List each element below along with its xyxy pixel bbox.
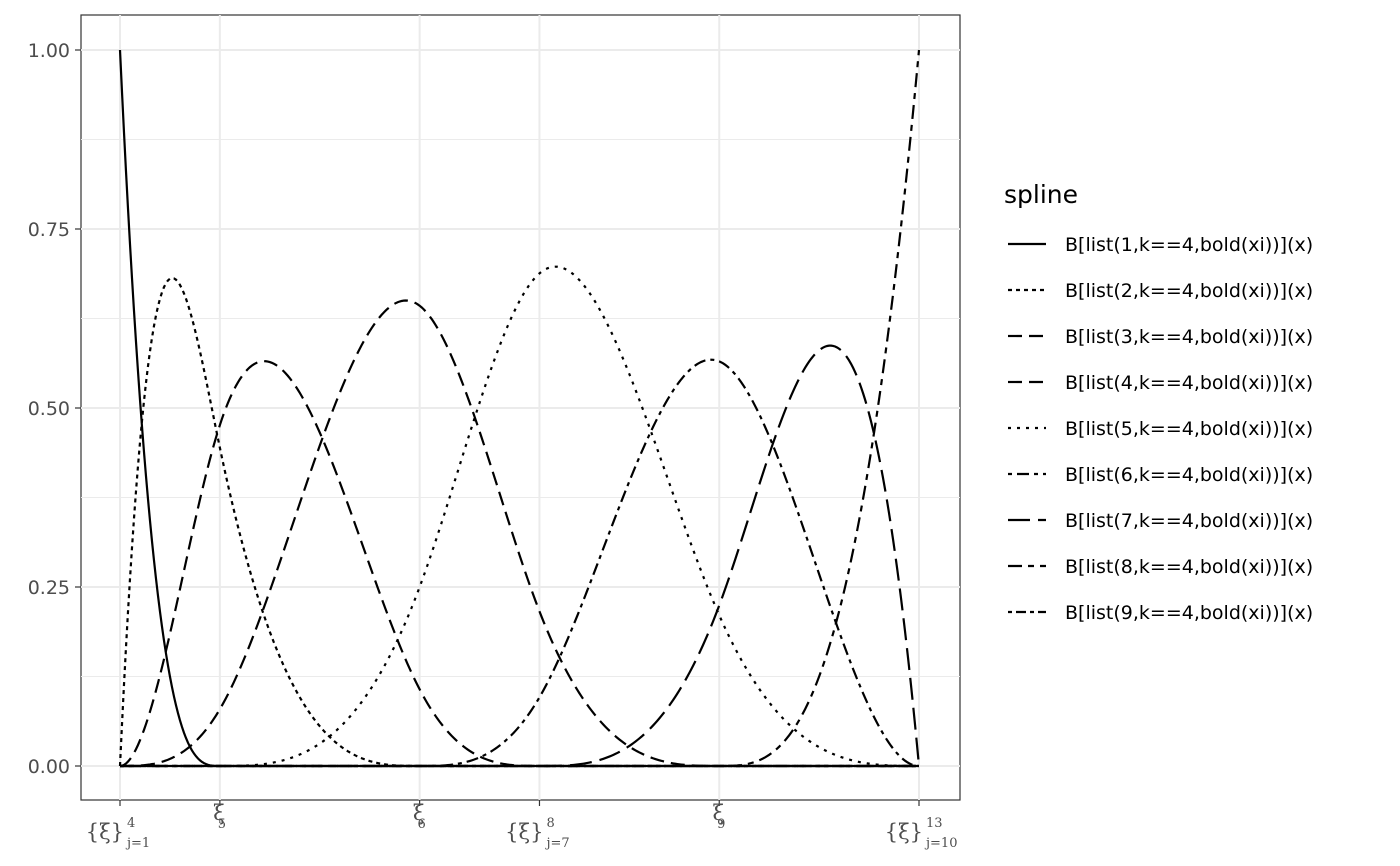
series-line-5 [120,265,919,768]
legend-label-2: B[list(2,k==4,bold(xi))](x) [1065,280,1313,302]
x-tick-label: ξ [213,801,225,825]
x-tick-label: {ξ} [885,820,923,844]
series-lines [118,49,921,768]
x-tick-label-sup: 4 [127,816,135,831]
y-tick-label: 1.00 [28,40,70,62]
x-tick-label: {ξ} [86,820,124,844]
legend-label-4: B[list(4,k==4,bold(xi))](x) [1065,372,1313,394]
y-tick-label: 0.25 [28,577,70,599]
x-tick-label-sub: j=1 [125,836,150,851]
x-tick-label-sup: 8 [546,816,554,831]
legend: spline B[list(1,k==4,bold(xi))](x) B[list… [1004,180,1313,624]
x-axis: {ξ} 4j=1ξ5 ξ6 {ξ} 8j=7ξ9 {ξ} 13j=10 [86,800,957,851]
x-tick-label-sub: 9 [717,817,725,832]
legend-label-8: B[list(8,k==4,bold(xi))](x) [1065,556,1313,578]
legend-label-6: B[list(6,k==4,bold(xi))](x) [1065,464,1313,486]
x-tick-label-sub: j=7 [544,836,569,851]
x-tick-label-sub: 5 [218,817,226,832]
x-tick-label: {ξ} [505,820,543,844]
legend-label-3: B[list(3,k==4,bold(xi))](x) [1065,326,1313,348]
y-axis: 0.00 0.25 0.50 0.75 1.00 [28,40,81,778]
series-line-4 [120,299,919,768]
x-tick-label-sub: j=10 [924,836,957,851]
y-tick-label: 0.75 [28,219,70,241]
y-tick-label: 0.50 [28,398,70,420]
y-tick-label: 0.00 [28,756,70,778]
x-tick-label: ξ [413,801,425,825]
legend-label-5: B[list(5,k==4,bold(xi))](x) [1065,418,1313,440]
legend-label-1: B[list(1,k==4,bold(xi))](x) [1065,234,1313,256]
x-tick-label: ξ [712,801,724,825]
legend-title: spline [1004,180,1078,209]
x-tick-label-sup: 13 [926,816,943,831]
legend-label-9: B[list(9,k==4,bold(xi))](x) [1065,602,1313,624]
x-tick-label-sub: 6 [417,817,425,832]
legend-label-7: B[list(7,k==4,bold(xi))](x) [1065,510,1313,532]
